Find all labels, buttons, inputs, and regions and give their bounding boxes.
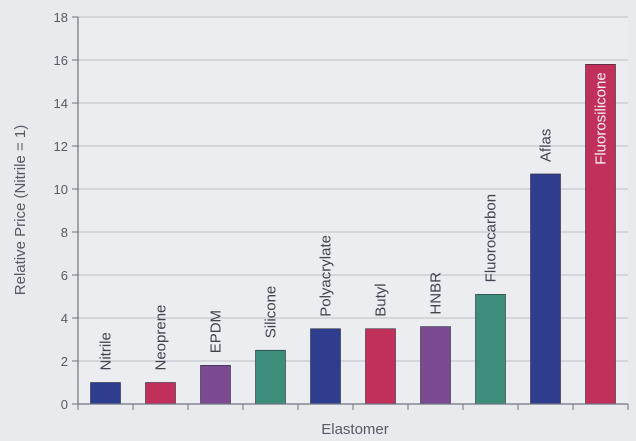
y-tick-label: 0 bbox=[61, 397, 68, 412]
category-label-aflas: Aflas bbox=[538, 129, 555, 162]
category-labels: Nitrile Neoprene EPDM Silicone Polyacrylate B… bbox=[98, 72, 610, 370]
category-label-butyl: Butyl bbox=[373, 283, 390, 316]
bar-fluorocarbon bbox=[475, 294, 506, 405]
y-tick-label: 6 bbox=[61, 268, 68, 283]
category-label-neoprene: Neoprene bbox=[153, 305, 170, 371]
bar-fluorosilicone bbox=[585, 64, 616, 405]
y-tick-label: 16 bbox=[54, 53, 68, 68]
y-tick-label: 18 bbox=[54, 10, 68, 25]
bar-aflas bbox=[530, 173, 561, 405]
bar-nitrile bbox=[90, 382, 121, 405]
bars bbox=[90, 64, 616, 405]
y-ticks: 0 2 4 6 8 10 12 14 16 18 bbox=[54, 10, 78, 412]
y-tick-label: 4 bbox=[61, 311, 68, 326]
bar-hnbr bbox=[420, 326, 451, 405]
bar-butyl bbox=[365, 328, 396, 405]
y-tick-label: 14 bbox=[54, 96, 68, 111]
y-tick-label: 12 bbox=[54, 139, 68, 154]
x-axis-title: Elastomer bbox=[321, 421, 389, 438]
bar-silicone bbox=[255, 349, 286, 405]
category-label-fluorocarbon: Fluorocarbon bbox=[483, 194, 500, 282]
bar-polyacrylate bbox=[310, 328, 341, 405]
y-axis-title: Relative Price (Nitrile = 1) bbox=[12, 125, 29, 295]
category-label-silicone: Silicone bbox=[263, 286, 280, 339]
bar-epdm bbox=[200, 364, 231, 405]
category-label-fluorosilicone: Fluorosilicone bbox=[593, 72, 610, 165]
y-tick-label: 8 bbox=[61, 225, 68, 240]
category-label-polyacrylate: Polyacrylate bbox=[318, 235, 335, 317]
category-label-nitrile: Nitrile bbox=[98, 332, 115, 370]
category-label-hnbr: HNBR bbox=[428, 272, 445, 315]
x-ticks bbox=[77, 404, 629, 410]
bar-neoprene bbox=[145, 382, 176, 405]
category-label-epdm: EPDM bbox=[208, 310, 225, 353]
y-tick-label: 2 bbox=[61, 354, 68, 369]
y-tick-label: 10 bbox=[54, 182, 68, 197]
grid-lines bbox=[78, 16, 628, 362]
